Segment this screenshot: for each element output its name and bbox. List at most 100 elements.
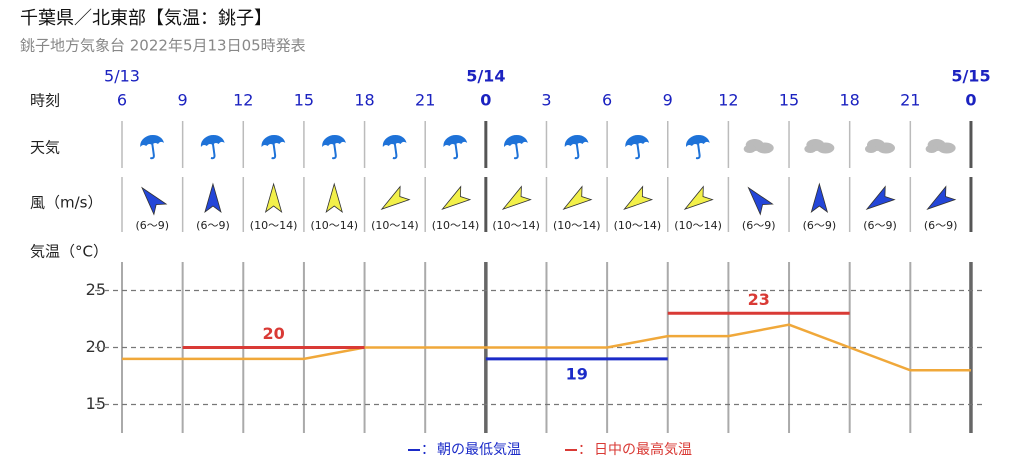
rain-icon — [504, 134, 528, 160]
umbrella-handle — [695, 143, 701, 160]
wind-speed: (10〜14) — [614, 219, 662, 232]
x-tick-label: 3 — [541, 91, 551, 110]
umbrella-handle — [635, 143, 640, 160]
rain-icon — [564, 134, 589, 160]
umbrella-handle — [453, 143, 459, 160]
umbrella-handle — [271, 143, 277, 160]
x-tick-label: 9 — [178, 91, 188, 110]
wind-arrow — [264, 182, 283, 214]
wind-arrow — [501, 185, 532, 211]
wind-arrow — [623, 185, 654, 211]
wind-arrow — [204, 182, 222, 214]
x-tick-label: 15 — [294, 91, 314, 110]
x-tick-label: 15 — [779, 91, 799, 110]
x-tick-label: 6 — [117, 91, 127, 110]
wind-arrow — [810, 182, 829, 214]
y-tick-label: 15 — [86, 394, 106, 413]
value-label: 20 — [262, 324, 284, 343]
x-tick-label: 21 — [900, 91, 920, 110]
x-tick-label: 6 — [602, 91, 612, 110]
umbrella-canopy — [322, 134, 346, 148]
wind-arrow — [141, 186, 168, 216]
date-label: 5/14 — [466, 67, 505, 86]
wind-arrow — [325, 182, 343, 214]
wind-arrow — [926, 185, 957, 211]
wind-speed: (10〜14) — [371, 219, 419, 232]
x-tick-label: 12 — [718, 91, 738, 110]
rain-icon — [261, 134, 286, 160]
cloud-part — [937, 142, 956, 154]
y-tick-label: 20 — [86, 337, 106, 356]
subtitle: 銚子地方気象台 2022年5月13日05時発表 — [20, 37, 306, 55]
value-label: 19 — [566, 364, 588, 383]
value-label: 23 — [748, 290, 770, 309]
rain-icon — [685, 134, 710, 160]
row-label: 風（m/s） — [30, 194, 102, 212]
legend-separator: ： — [421, 442, 435, 458]
x-tick-label: 21 — [415, 91, 435, 110]
rain-icon — [443, 134, 468, 160]
x-tick-label: 0 — [965, 91, 976, 110]
cloud-part — [877, 142, 895, 154]
wind-arrow — [562, 185, 593, 211]
umbrella-handle — [331, 143, 337, 160]
umbrella-canopy — [140, 134, 164, 148]
series-line — [122, 323, 971, 372]
umbrella-handle — [392, 143, 398, 160]
rain-icon — [140, 134, 164, 160]
umbrella-handle — [210, 143, 216, 160]
y-tick-label: 25 — [86, 280, 106, 299]
date-label: 5/15 — [951, 67, 990, 86]
rain-icon — [625, 134, 650, 160]
x-tick-label: 18 — [840, 91, 860, 110]
cloud-part — [755, 142, 774, 154]
date-label: 5/13 — [104, 67, 140, 86]
x-tick-label: 18 — [354, 91, 374, 110]
rain-icon — [322, 134, 346, 160]
legend-separator: ： — [578, 442, 592, 458]
legend-label: 日中の最高気温 — [594, 441, 692, 458]
umbrella-canopy — [382, 134, 407, 148]
cloud-part — [804, 145, 817, 153]
wind-speed: (6〜9) — [196, 219, 230, 232]
x-tick-label: 12 — [233, 91, 253, 110]
title: 千葉県／北東部【気温：銚子】 — [20, 8, 272, 29]
wind-arrow — [865, 185, 896, 211]
cloud-part — [925, 145, 938, 153]
umbrella-handle — [574, 143, 580, 160]
umbrella-canopy — [261, 134, 286, 148]
wind-speed: (6〜9) — [924, 219, 958, 232]
rain-icon — [200, 134, 225, 160]
cloud-icon — [743, 139, 774, 154]
row-label: 時刻 — [30, 92, 60, 110]
umbrella-canopy — [443, 134, 468, 148]
x-tick-label: 0 — [480, 91, 491, 110]
wind-speed: (10〜14) — [674, 219, 722, 232]
wind-arrow — [747, 186, 774, 216]
rain-icon — [382, 134, 407, 160]
wind-speed: (6〜9) — [863, 219, 897, 232]
wind-arrow — [441, 185, 472, 211]
cloud-icon — [804, 139, 835, 154]
row-label: 気温（°C） — [30, 243, 108, 261]
wind-speed: (10〜14) — [492, 219, 540, 232]
umbrella-handle — [513, 143, 519, 160]
umbrella-canopy — [200, 134, 225, 148]
umbrella-canopy — [685, 134, 710, 148]
row-label: 天気 — [30, 139, 60, 157]
cloud-part — [865, 145, 877, 153]
legend-label: 朝の最低気温 — [437, 442, 521, 458]
cloud-icon — [865, 139, 895, 154]
wind-speed: (10〜14) — [250, 219, 298, 232]
wind-speed: (10〜14) — [310, 219, 358, 232]
cloud-part — [743, 145, 756, 153]
wind-speed: (6〜9) — [742, 219, 776, 232]
umbrella-canopy — [625, 134, 650, 148]
x-tick-label: 9 — [663, 91, 673, 110]
umbrella-handle — [150, 143, 155, 160]
cloud-part — [816, 142, 835, 154]
wind-speed: (10〜14) — [553, 219, 601, 232]
wind-arrow — [683, 185, 714, 211]
cloud-icon — [925, 139, 956, 154]
